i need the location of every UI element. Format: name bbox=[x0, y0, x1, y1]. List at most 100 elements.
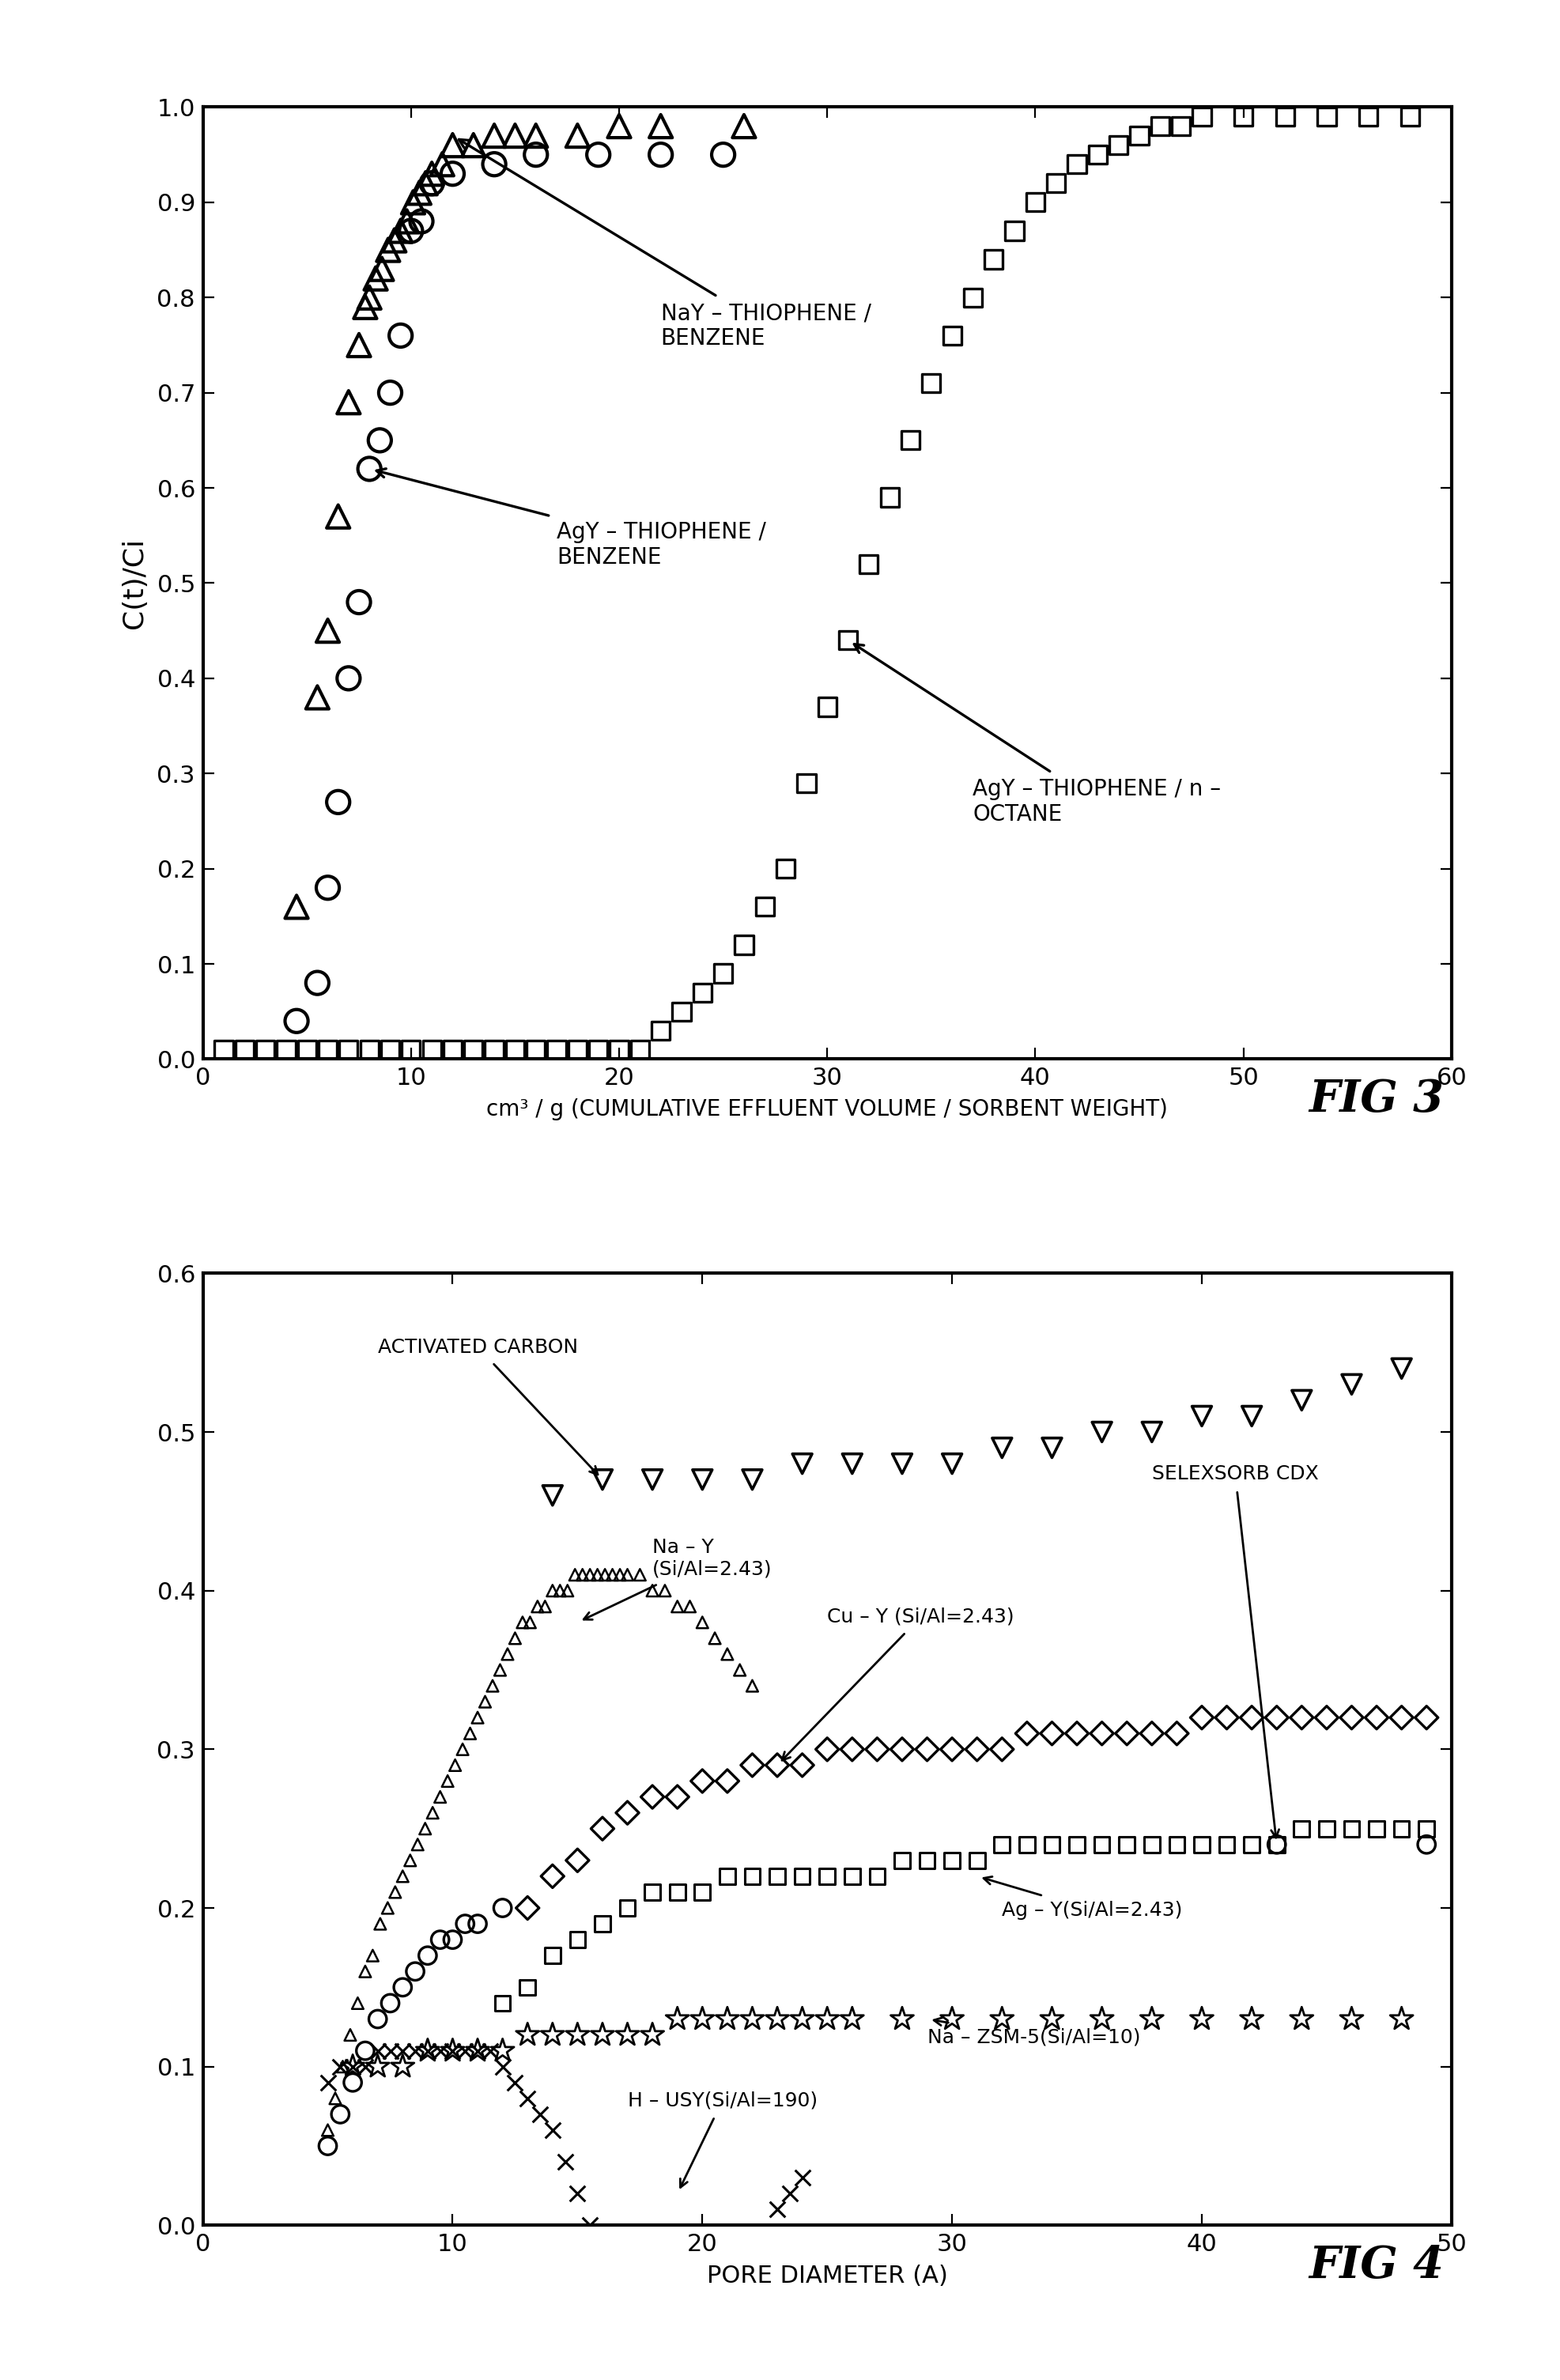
Point bbox=[964, 1730, 989, 1768]
Point bbox=[427, 1921, 452, 1959]
Point bbox=[304, 678, 329, 716]
Point bbox=[602, 2237, 627, 2275]
Point bbox=[495, 1635, 519, 1673]
Point bbox=[1338, 1699, 1363, 1737]
Point bbox=[677, 1587, 702, 1626]
Point bbox=[365, 2033, 390, 2071]
Point bbox=[615, 1795, 640, 1833]
Point bbox=[335, 659, 360, 697]
Point bbox=[353, 2033, 378, 2071]
Point bbox=[406, 1825, 431, 1864]
Point bbox=[789, 1999, 814, 2037]
Point bbox=[577, 1557, 602, 1595]
Point bbox=[690, 1461, 714, 1499]
Point bbox=[1014, 1714, 1039, 1752]
Point bbox=[1189, 1699, 1214, 1737]
Point bbox=[1214, 1699, 1239, 1737]
Point bbox=[382, 221, 407, 259]
Point bbox=[964, 1842, 989, 1880]
Point bbox=[482, 117, 507, 155]
Point bbox=[523, 1031, 548, 1069]
Point bbox=[1139, 1825, 1164, 1864]
Point bbox=[615, 2016, 640, 2054]
Point bbox=[690, 1604, 714, 1642]
Point bbox=[540, 1937, 565, 1975]
Point bbox=[510, 1604, 535, 1642]
Point bbox=[1014, 1825, 1039, 1864]
Point bbox=[515, 2016, 540, 2054]
Point bbox=[647, 1012, 672, 1050]
Point bbox=[460, 1031, 485, 1069]
Point bbox=[1064, 1825, 1089, 1864]
Point bbox=[409, 202, 434, 240]
Point bbox=[395, 202, 420, 240]
Point bbox=[390, 1856, 415, 1894]
Point bbox=[565, 1842, 590, 1880]
Point bbox=[465, 1904, 490, 1942]
Point bbox=[939, 1445, 964, 1483]
Point bbox=[490, 1890, 515, 1928]
Text: Na – Y
(Si/Al=2.43): Na – Y (Si/Al=2.43) bbox=[583, 1537, 772, 1621]
Point bbox=[1189, 1825, 1214, 1864]
Point bbox=[665, 1778, 690, 1816]
Point bbox=[864, 1856, 889, 1894]
Point bbox=[502, 117, 527, 155]
Point bbox=[939, 1842, 964, 1880]
Point bbox=[412, 1809, 437, 1847]
Point bbox=[1239, 1397, 1264, 1435]
Point bbox=[346, 326, 371, 364]
Point bbox=[340, 2047, 365, 2085]
Point bbox=[435, 1761, 460, 1799]
Point bbox=[652, 2285, 677, 2323]
Point bbox=[814, 688, 839, 726]
Point bbox=[515, 2080, 540, 2118]
Point bbox=[889, 1445, 914, 1483]
Point bbox=[789, 2159, 814, 2197]
Point bbox=[772, 850, 797, 888]
Point bbox=[764, 2190, 789, 2228]
Point bbox=[814, 1999, 839, 2037]
Point bbox=[607, 1557, 632, 1595]
Point bbox=[1168, 107, 1193, 145]
Point bbox=[465, 2033, 490, 2071]
Point bbox=[1039, 1428, 1064, 1466]
Point bbox=[388, 212, 413, 250]
Point bbox=[739, 1461, 764, 1499]
Point bbox=[752, 888, 777, 926]
Point bbox=[665, 1587, 690, 1626]
Point bbox=[1239, 1699, 1264, 1737]
Point bbox=[502, 1618, 527, 1656]
Point bbox=[540, 1571, 565, 1609]
Point bbox=[1314, 1809, 1338, 1847]
Point bbox=[764, 1856, 789, 1894]
Point bbox=[357, 278, 382, 317]
Point bbox=[382, 1873, 407, 1911]
Point bbox=[732, 107, 757, 145]
Point bbox=[789, 1445, 814, 1483]
Point bbox=[590, 1904, 615, 1942]
Point bbox=[1289, 1999, 1314, 2037]
Point bbox=[764, 1747, 789, 1785]
Point bbox=[919, 364, 944, 402]
Point bbox=[593, 1557, 618, 1595]
Point bbox=[1189, 1397, 1214, 1435]
Point bbox=[794, 764, 819, 802]
Point bbox=[440, 2033, 465, 2071]
Point bbox=[370, 250, 395, 288]
Point bbox=[839, 1999, 864, 2037]
Point bbox=[518, 1604, 543, 1642]
Point bbox=[665, 1873, 690, 1911]
Point bbox=[555, 1571, 580, 1609]
Point bbox=[376, 231, 401, 269]
Point bbox=[856, 545, 881, 583]
Point bbox=[647, 107, 672, 145]
Point bbox=[814, 1730, 839, 1768]
Point bbox=[764, 1999, 789, 2037]
Point bbox=[540, 2111, 565, 2149]
Text: NaY – THIOPHENE /
BENZENE: NaY – THIOPHENE / BENZENE bbox=[459, 140, 870, 350]
Point bbox=[877, 478, 902, 516]
Point bbox=[540, 2016, 565, 2054]
Point bbox=[398, 1031, 423, 1069]
Point bbox=[1064, 145, 1089, 183]
Point bbox=[1114, 1825, 1139, 1864]
